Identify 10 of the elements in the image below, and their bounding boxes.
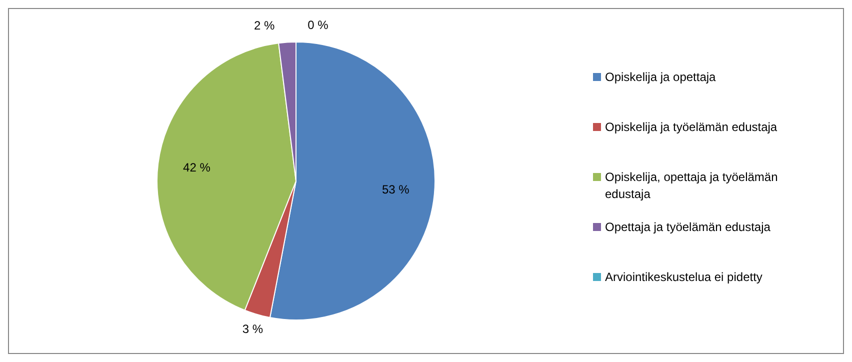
data-label: 42 %	[183, 160, 211, 175]
data-label: 53 %	[382, 182, 410, 197]
legend-label: Arviointikeskustelua ei pidetty	[605, 270, 762, 284]
legend-label: Opiskelija, opettaja ja työelämän edustaja	[605, 170, 778, 202]
legend-label: Opiskelija ja työelämän edustaja	[605, 120, 778, 134]
text: 0 %	[308, 18, 328, 32]
legend-label: Opiskelija ja opettaja	[605, 70, 716, 84]
data-label: 2 %	[254, 18, 275, 32]
data-label: 3 %	[242, 322, 264, 336]
legend-label: Opettaja ja työelämän edustaja	[605, 220, 771, 234]
